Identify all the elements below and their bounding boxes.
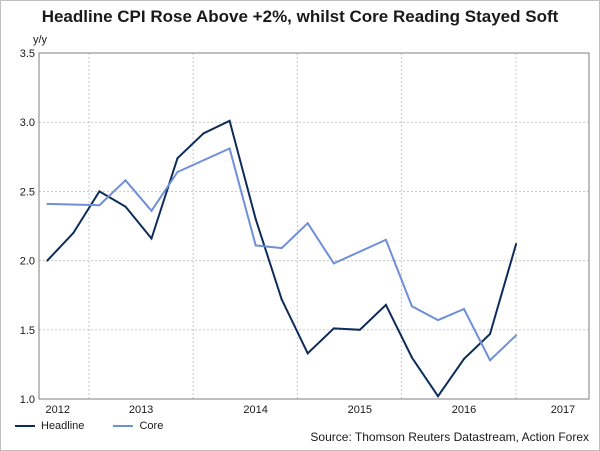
- data-point-headline: [228, 119, 231, 122]
- data-point-headline: [124, 205, 127, 208]
- y-tick-label: 2.0: [20, 256, 35, 268]
- data-point-core: [254, 244, 257, 247]
- data-point-headline: [46, 259, 49, 262]
- series-line-headline: [46, 119, 518, 398]
- x-tick-label: 2014: [243, 404, 267, 416]
- y-tick-label: 3.5: [20, 48, 35, 60]
- legend-swatch-core: [113, 425, 134, 427]
- data-point-core: [124, 179, 127, 182]
- x-tick-label: 2016: [452, 404, 476, 416]
- chart-title: Headline CPI Rose Above +2%, whilst Core…: [41, 7, 559, 26]
- y-tick-label: 2.5: [20, 186, 35, 198]
- y-axis-label: y/y: [33, 34, 48, 46]
- data-point-headline: [358, 328, 361, 331]
- plot-area-border: [38, 52, 590, 400]
- data-point-headline: [254, 218, 257, 221]
- data-point-core: [463, 308, 465, 311]
- data-point-headline: [332, 327, 335, 330]
- data-point-core: [176, 171, 179, 174]
- data-point-headline: [202, 132, 205, 135]
- data-point-headline: [98, 190, 101, 193]
- y-tick-label: 1.0: [20, 394, 35, 406]
- data-point-headline: [150, 237, 153, 240]
- legend-swatch-headline: [15, 425, 35, 427]
- legend-item-headline: Headline: [15, 420, 84, 432]
- data-point-core: [306, 222, 309, 225]
- y-tick-label: 1.5: [20, 325, 35, 337]
- y-tick-label: 3.0: [20, 117, 35, 129]
- x-tick-label: 2013: [129, 404, 153, 416]
- data-point-core: [228, 147, 231, 150]
- data-point-headline: [410, 356, 413, 359]
- legend-label-headline: Headline: [41, 420, 85, 432]
- data-point-core: [98, 204, 101, 207]
- data-point-core: [436, 319, 439, 322]
- data-point-core: [46, 202, 49, 205]
- x-tick-label: 2015: [348, 404, 372, 416]
- data-point-core: [150, 209, 153, 212]
- data-point-core: [384, 238, 387, 241]
- x-tick-label: 2017: [551, 404, 575, 416]
- series-line-core: [47, 147, 517, 362]
- data-point-headline: [280, 298, 283, 301]
- data-point-core: [410, 305, 413, 308]
- data-point-headline: [72, 231, 75, 234]
- legend: Headline Core: [15, 418, 189, 432]
- data-point-core: [332, 262, 335, 265]
- data-point-headline: [384, 303, 387, 306]
- legend-item-core: Core: [113, 420, 163, 432]
- data-point-headline: [176, 157, 179, 160]
- data-point-core: [489, 359, 492, 362]
- data-point-headline: [436, 395, 439, 398]
- x-tick-label: 2012: [46, 404, 70, 416]
- data-point-headline: [463, 357, 465, 360]
- legend-label-core: Core: [139, 420, 164, 432]
- data-point-headline: [489, 332, 492, 335]
- data-point-headline: [306, 352, 309, 355]
- data-point-core: [515, 334, 518, 337]
- source-note: Source: Thomson Reuters Datastream, Acti…: [310, 430, 589, 444]
- data-point-headline: [515, 242, 518, 245]
- data-point-core: [280, 247, 283, 250]
